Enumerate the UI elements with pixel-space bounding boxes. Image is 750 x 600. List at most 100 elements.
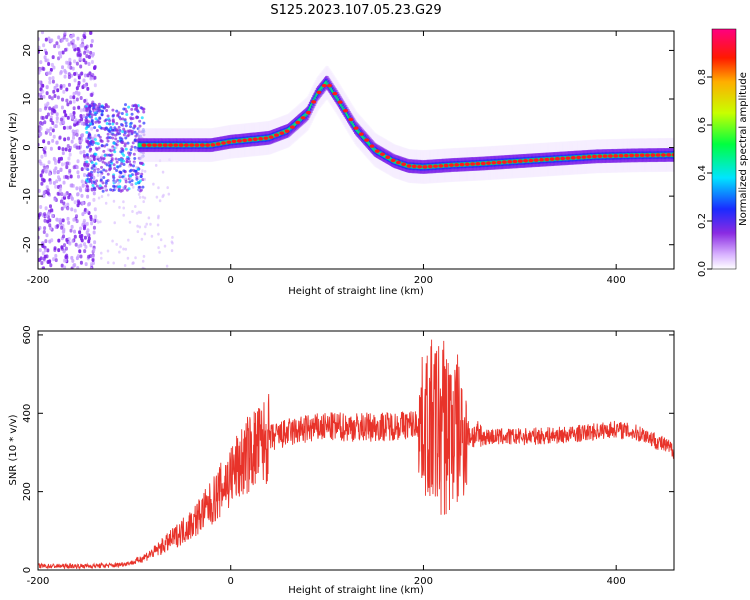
- heatmap-cell: [103, 144, 107, 148]
- heatmap-cell: [51, 128, 55, 133]
- heatmap-cell: [42, 256, 46, 261]
- heatmap-cell: [92, 197, 96, 202]
- heatmap-cell: [115, 121, 119, 125]
- heatmap-cell: [666, 153, 672, 157]
- heatmap-cell: [76, 170, 80, 175]
- y-tick-label: 10: [22, 93, 33, 106]
- heatmap-cell: [205, 143, 211, 147]
- heatmap-cell: [87, 61, 91, 66]
- heatmap-cell: [66, 125, 70, 130]
- heatmap-cell: [64, 70, 68, 75]
- heatmap-cell: [49, 67, 53, 72]
- heatmap-cell: [85, 130, 89, 134]
- heatmap-cell: [73, 78, 77, 83]
- heatmap-cell: [138, 195, 142, 199]
- heatmap-cell: [63, 137, 67, 142]
- heatmap-cell: [113, 150, 117, 154]
- heatmap-cell: [43, 212, 47, 217]
- heatmap-cell: [59, 167, 63, 172]
- heatmap-cell: [104, 201, 108, 205]
- heatmap-cell: [129, 125, 133, 129]
- heatmap-cell: [85, 153, 89, 157]
- heatmap-cell: [108, 136, 112, 140]
- heatmap-cell: [85, 118, 89, 122]
- heatmap-cell: [68, 148, 72, 153]
- heatmap-cell: [623, 153, 629, 158]
- heatmap-cell: [42, 266, 46, 269]
- heatmap-cell: [40, 181, 44, 186]
- heatmap-cell: [105, 109, 109, 113]
- heatmap-cell: [69, 228, 73, 233]
- heatmap-cell: [86, 185, 90, 189]
- heatmap-cell: [554, 157, 560, 161]
- heatmap-cell: [56, 169, 60, 174]
- heatmap-cell: [43, 120, 47, 125]
- heatmap-cell: [226, 140, 232, 144]
- heatmap-cell: [82, 114, 86, 119]
- heatmap-cell: [131, 141, 135, 145]
- heatmap-cell: [512, 159, 518, 164]
- heatmap-cell: [57, 146, 61, 151]
- heatmap-cell: [122, 186, 125, 190]
- heatmap-cell: [73, 229, 77, 234]
- heatmap-cell: [131, 117, 135, 121]
- heatmap-cell: [104, 126, 108, 130]
- heatmap-cell: [65, 161, 69, 166]
- heatmap-cell: [422, 165, 428, 169]
- heatmap-cell: [131, 185, 135, 189]
- heatmap-cell: [342, 109, 348, 113]
- heatmap-cell: [45, 254, 49, 259]
- heatmap-cell: [129, 148, 133, 152]
- heatmap-cell: [92, 186, 96, 190]
- heatmap-cell: [136, 224, 139, 228]
- heatmap-cell: [73, 208, 77, 213]
- heatmap-cell: [364, 138, 370, 142]
- heatmap-cell: [85, 145, 89, 149]
- heatmap-cell: [46, 191, 50, 196]
- heatmap-cell: [93, 207, 97, 212]
- heatmap-cell: [337, 100, 343, 104]
- heatmap-cell: [496, 160, 502, 165]
- heatmap-cell: [78, 139, 82, 144]
- heatmap-cell: [58, 51, 62, 56]
- heatmap-cell: [48, 94, 52, 99]
- heatmap-cell: [92, 168, 96, 173]
- heatmap-cell: [109, 188, 113, 192]
- heatmap-cell: [63, 47, 67, 52]
- heatmap-cell: [86, 49, 90, 54]
- heatmap-cell: [111, 108, 115, 112]
- heatmap-cell: [59, 121, 63, 126]
- heatmap-cell: [75, 132, 79, 137]
- heatmap-cell: [71, 38, 75, 43]
- heatmap-cell: [79, 260, 83, 265]
- heatmap-cell: [67, 64, 71, 69]
- heatmap-cell: [69, 174, 73, 179]
- heatmap-cell: [105, 121, 109, 125]
- heatmap-cell: [71, 115, 75, 120]
- heatmap-cell: [93, 126, 97, 130]
- heatmap-cell: [74, 118, 78, 123]
- heatmap-cell: [137, 192, 141, 196]
- heatmap-cell: [122, 163, 126, 167]
- heatmap-cell: [59, 54, 63, 59]
- heatmap-cell: [60, 225, 64, 230]
- heatmap-cell: [75, 256, 79, 261]
- heatmap-cell: [43, 165, 47, 170]
- heatmap-cell: [49, 126, 53, 131]
- heatmap-cell: [581, 155, 587, 159]
- heatmap-cell: [94, 152, 98, 156]
- heatmap-cell: [108, 122, 112, 126]
- heatmap-cell: [123, 131, 127, 135]
- heatmap-cell: [103, 154, 107, 158]
- heatmap-cell: [76, 36, 80, 41]
- heatmap-cell: [94, 120, 98, 124]
- heatmap-cell: [71, 258, 75, 263]
- heatmap-cell: [50, 107, 54, 112]
- heatmap-cell: [60, 105, 64, 110]
- heatmap-cell: [46, 248, 50, 253]
- heatmap-cell: [46, 101, 50, 106]
- heatmap-cell: [82, 153, 86, 158]
- heatmap-cell: [65, 98, 69, 103]
- heatmap-cell: [133, 145, 137, 149]
- heatmap-cell: [63, 31, 67, 35]
